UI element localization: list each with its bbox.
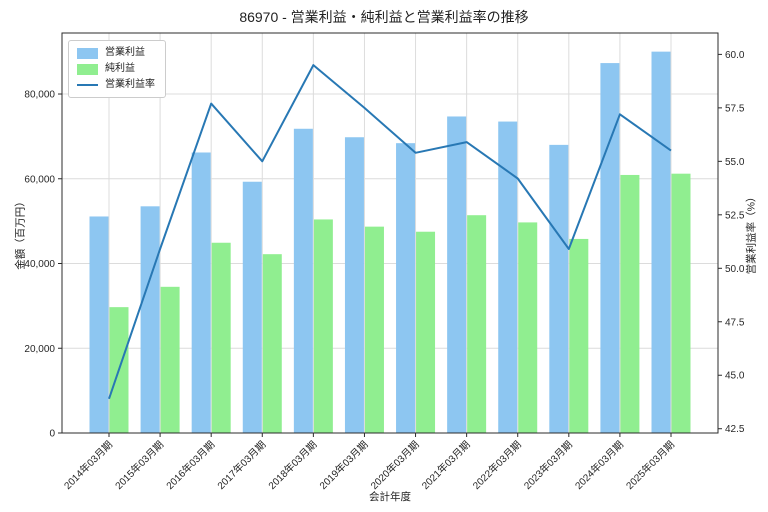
bar-s0-c11 (651, 51, 671, 433)
legend-label-net-profit: 純利益 (105, 63, 135, 74)
tick-label-x: 2023年03月期 (521, 438, 575, 492)
bar-s1-c9 (569, 238, 589, 433)
tick-label-x: 2014年03月期 (61, 438, 115, 492)
tick-label-x: 2024年03月期 (572, 438, 626, 492)
bar-s1-c2 (211, 242, 231, 433)
bar-s0-c3 (242, 181, 262, 433)
y-axis-label-right: 営業利益率（%） (745, 191, 758, 275)
bar-s0-c6 (396, 143, 416, 433)
tick-label-right: 55.0 (725, 157, 745, 168)
bar-s1-c11 (671, 173, 691, 433)
tick-label-right: 52.5 (725, 210, 745, 221)
bar-s0-c9 (549, 144, 569, 433)
tick-label-x: 2021年03月期 (419, 438, 473, 492)
x-axis-label: 会計年度 (369, 491, 411, 503)
tick-label-x: 2022年03月期 (470, 438, 524, 492)
legend-item-operating-margin: 営業利益率 (77, 79, 155, 91)
legend-swatch-operating-profit (77, 47, 98, 59)
bar-s0-c5 (344, 137, 364, 433)
tick-label-x: 2018年03月期 (265, 438, 319, 492)
legend-item-net-profit: 純利益 (77, 63, 155, 75)
plot-border (61, 32, 719, 434)
tick-label-x: 2025年03月期 (623, 438, 677, 492)
tick-label-right: 45.0 (725, 371, 745, 382)
tick-label-x: 2016年03月期 (163, 438, 217, 492)
tick-label-left: 20,000 (24, 344, 55, 355)
tick-label-left: 80,000 (24, 90, 55, 101)
legend-swatch-net-profit (77, 63, 98, 75)
legend-label-operating-profit: 営業利益 (105, 47, 145, 58)
tick-label-right: 60.0 (725, 50, 745, 61)
tick-label-right: 47.5 (725, 317, 745, 328)
tick-label-right: 57.5 (725, 103, 745, 114)
bar-s0-c7 (447, 116, 467, 433)
tick-label-right: 50.0 (725, 264, 745, 275)
tick-label-x: 2017年03月期 (214, 438, 268, 492)
bar-s0-c0 (89, 216, 109, 433)
legend-label-operating-margin: 営業利益率 (105, 79, 155, 90)
bar-s1-c7 (467, 215, 487, 433)
bar-s0-c2 (191, 152, 211, 434)
rate-line (108, 64, 672, 400)
bar-s0-c8 (498, 121, 518, 433)
legend-item-operating-profit: 営業利益 (77, 47, 155, 59)
tick-label-x: 2020年03月期 (368, 438, 422, 492)
bar-s1-c1 (160, 286, 180, 433)
tick-label-right: 42.5 (725, 424, 745, 435)
bar-s0-c4 (293, 128, 313, 434)
tick-label-x: 2015年03月期 (112, 438, 166, 492)
bar-s0-c1 (140, 206, 160, 433)
legend-swatch-operating-margin-line (77, 84, 98, 86)
chart-title: 86970 - 営業利益・純利益と営業利益率の推移 (239, 9, 529, 25)
tick-label-left: 60,000 (24, 174, 55, 185)
bar-s1-c8 (518, 222, 538, 433)
y-axis-label-left: 金額（百万円） (14, 196, 27, 270)
bar-s0-c10 (600, 63, 620, 433)
tick-label-x: 2019年03月期 (317, 438, 371, 492)
legend: 営業利益 純利益 営業利益率 (68, 40, 166, 98)
tick-label-left: 40,000 (24, 259, 55, 270)
bar-s1-c5 (364, 226, 384, 433)
bar-s1-c4 (313, 219, 333, 433)
bar-s1-c10 (620, 174, 640, 433)
bar-s1-c3 (262, 254, 282, 433)
tick-label-left: 0 (49, 429, 55, 440)
bar-s1-c6 (416, 231, 436, 433)
